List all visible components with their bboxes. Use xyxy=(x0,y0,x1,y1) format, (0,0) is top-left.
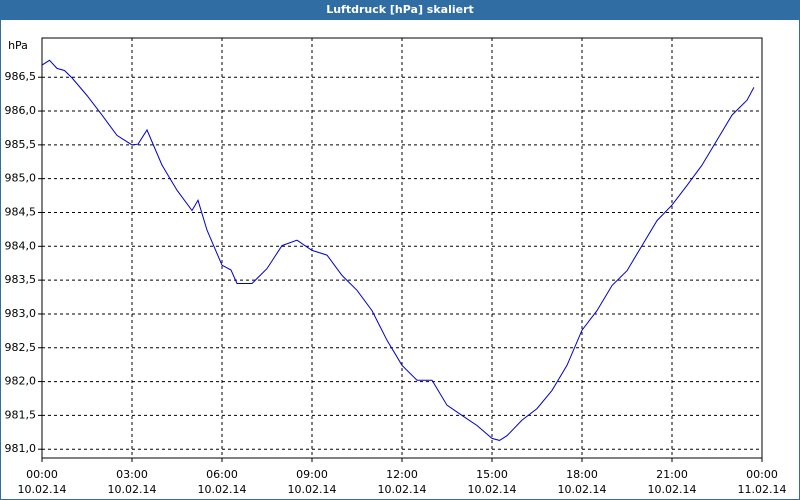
y-tick-label: 986,0 xyxy=(5,104,37,117)
y-tick-label: 986,5 xyxy=(5,70,37,83)
x-tick-label: 06:00 10.02.14 xyxy=(198,468,247,496)
x-tick-label: 03:00 10.02.14 xyxy=(108,468,157,496)
y-tick-label: 982,0 xyxy=(5,375,37,388)
data-line xyxy=(41,59,755,441)
y-tick-label: 981,0 xyxy=(5,442,37,455)
x-tick-label: 12:00 10.02.14 xyxy=(378,468,427,496)
x-tick-label: 00:00 11.02.14 xyxy=(738,468,787,496)
x-tick-label: 18:00 10.02.14 xyxy=(558,468,607,496)
title-bar xyxy=(0,0,800,20)
x-tick-label: 15:00 10.02.14 xyxy=(468,468,517,496)
y-tick-label: 984,0 xyxy=(5,239,37,252)
y-tick-label: 985,5 xyxy=(5,138,37,151)
y-tick-label: 985,0 xyxy=(5,172,37,185)
y-axis-unit: hPa xyxy=(8,39,28,52)
x-tick-label: 21:00 10.02.14 xyxy=(648,468,697,496)
y-tick-label: 983,0 xyxy=(5,307,37,320)
x-tick-label: 09:00 10.02.14 xyxy=(288,468,337,496)
y-tick-label: 984,5 xyxy=(5,205,37,218)
y-tick-label: 983,5 xyxy=(5,273,37,286)
x-tick-label: 00:00 10.02.14 xyxy=(18,468,67,496)
y-tick-label: 982,5 xyxy=(5,341,37,354)
chart-title: Luftdruck [hPa] skaliert xyxy=(326,3,474,16)
y-tick-label: 981,5 xyxy=(5,408,37,421)
